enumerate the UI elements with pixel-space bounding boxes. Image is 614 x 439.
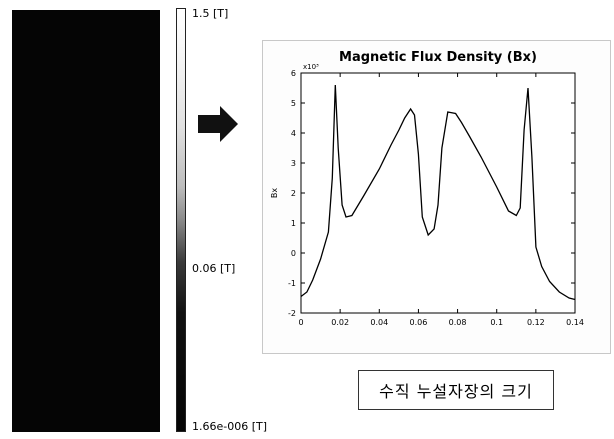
y-tick-label: 4 <box>291 129 296 138</box>
x-tick-label: 0.06 <box>410 318 428 327</box>
caption-box: 수직 누설자장의 크기 <box>358 370 554 410</box>
right-arrow-icon <box>198 106 238 142</box>
y-tick-label: 1 <box>291 219 296 228</box>
x-tick-label: 0.08 <box>449 318 467 327</box>
x-tick-label: 0.12 <box>527 318 545 327</box>
x-tick-label: 0.02 <box>331 318 349 327</box>
caption-text: 수직 누설자장의 크기 <box>379 382 533 401</box>
y-tick-label: -1 <box>288 279 296 288</box>
y-exponent-label: x10³ <box>303 63 319 71</box>
color-scale-bar <box>176 8 186 432</box>
bx-series-line <box>300 84 576 301</box>
x-tick-label: 0.1 <box>490 318 503 327</box>
chart-canvas: Magnetic Flux Density (Bx) x10³ Bx 0 0.02 0.0… <box>270 50 584 327</box>
x-tick-label: 0 <box>298 318 303 327</box>
colorbar-mid-label: 0.06 [T] <box>192 262 236 275</box>
x-tick-label: 0.04 <box>370 318 388 327</box>
y-tick-label: 2 <box>291 189 296 198</box>
y-tick-label: 5 <box>291 99 296 108</box>
flux-density-field-plot <box>12 10 160 432</box>
x-tick-label: 0.14 <box>566 318 584 327</box>
chart-title: Magnetic Flux Density (Bx) <box>339 50 537 65</box>
y-tick-label: 3 <box>291 159 296 168</box>
y-axis-label: Bx <box>270 188 279 198</box>
colorbar-max-label: 1.5 [T] <box>192 7 229 20</box>
y-tick-label: 6 <box>291 69 296 78</box>
colorbar-min-label: 1.66e-006 [T] <box>192 420 268 433</box>
bx-line-chart: Magnetic Flux Density (Bx) x10³ Bx 0 0.02 0.0… <box>262 40 611 354</box>
y-tick-label: 0 <box>291 249 296 258</box>
y-tick-label: -2 <box>288 309 296 318</box>
